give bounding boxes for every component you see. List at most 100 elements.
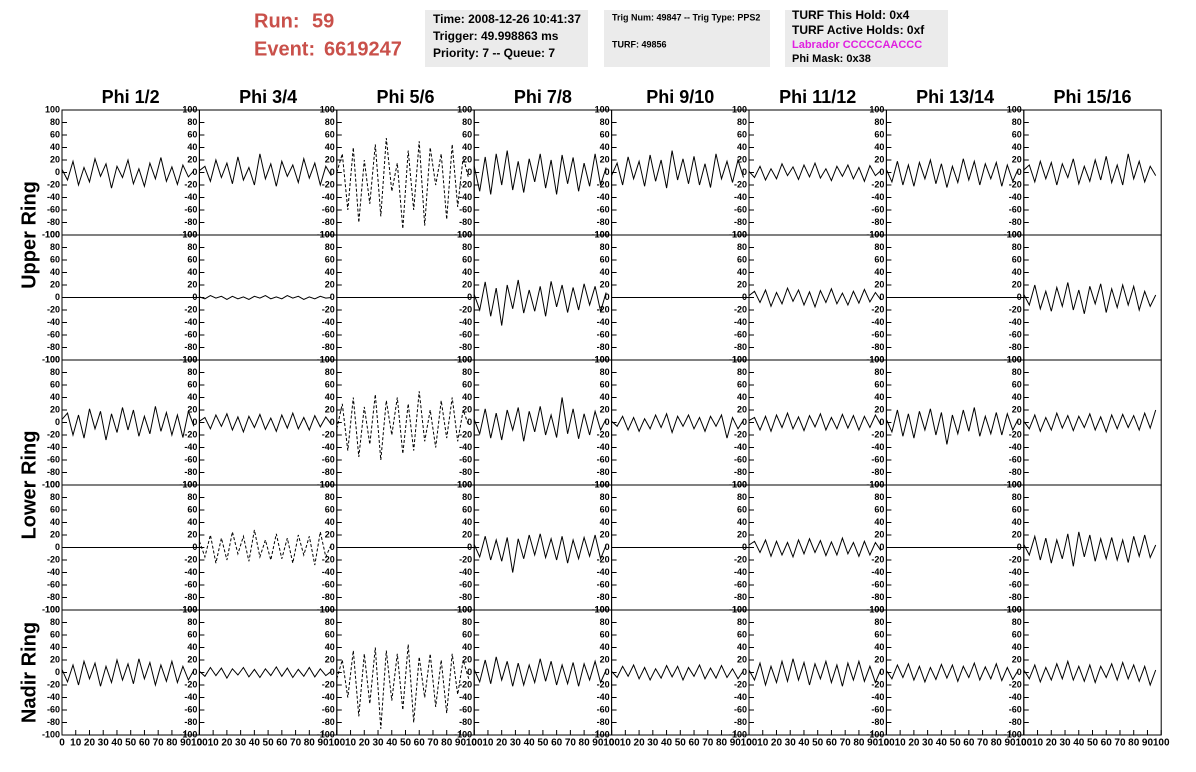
y-tick-label: -80 [871, 342, 884, 352]
y-tick-label: 0 [742, 167, 747, 177]
y-tick-label: -20 [734, 679, 747, 689]
y-tick-label: 0 [879, 667, 884, 677]
y-tick-label: 80 [737, 117, 747, 127]
y-tick-label: -60 [1009, 579, 1022, 589]
trigger: Trigger: 49.998863 ms [433, 29, 559, 43]
y-tick-label: 60 [600, 129, 610, 139]
y-tick-label: 80 [600, 617, 610, 627]
y-tick-label: 20 [600, 654, 610, 664]
y-tick-label: 20 [737, 279, 747, 289]
y-tick-label: 40 [600, 142, 610, 152]
y-tick-label: 60 [1012, 504, 1022, 514]
y-tick-label: 40 [874, 267, 884, 277]
y-tick-label: -40 [322, 692, 335, 702]
y-tick-label: 80 [325, 492, 335, 502]
info-box [425, 10, 588, 67]
waveform [199, 295, 332, 300]
x-tick-label: 70 [702, 738, 714, 749]
y-tick-label: -60 [871, 579, 884, 589]
y-tick-label: 0 [879, 417, 884, 427]
y-tick-label: 20 [462, 529, 472, 539]
y-tick-label: -100 [454, 604, 472, 614]
y-tick-label: 0 [742, 292, 747, 302]
y-tick-label: 40 [1012, 517, 1022, 527]
x-tick-label: 80 [441, 738, 453, 749]
y-tick-label: -80 [459, 342, 472, 352]
y-tick-label: -80 [597, 717, 610, 727]
x-tick-label: 60 [139, 738, 151, 749]
y-tick-label: -20 [459, 304, 472, 314]
y-tick-label: -100 [592, 354, 610, 364]
y-tick-label: 0 [879, 542, 884, 552]
y-tick-label: -20 [734, 554, 747, 564]
y-tick-label: -60 [1009, 329, 1022, 339]
y-tick-label: -40 [459, 567, 472, 577]
y-tick-label: 80 [187, 117, 197, 127]
column-title: Phi 5/6 [376, 87, 434, 107]
y-tick-label: 20 [325, 154, 335, 164]
y-tick-label: -60 [184, 454, 197, 464]
y-tick-label: 80 [462, 367, 472, 377]
y-tick-label: -40 [871, 442, 884, 452]
y-tick-label: -80 [871, 467, 884, 477]
y-tick-label: 60 [737, 129, 747, 139]
y-tick-label: -80 [459, 592, 472, 602]
y-tick-label: 0 [879, 167, 884, 177]
y-tick-label: -40 [871, 317, 884, 327]
waveform [1023, 409, 1157, 434]
waveform [611, 150, 744, 189]
y-tick-label: -40 [184, 692, 197, 702]
y-tick-label: -40 [459, 317, 472, 327]
y-tick-label: 40 [462, 142, 472, 152]
y-tick-label: 80 [874, 242, 884, 252]
y-tick-label: 60 [874, 129, 884, 139]
waveform [748, 536, 882, 559]
x-tick-label: 10 [208, 738, 220, 749]
y-tick-label: -60 [322, 329, 335, 339]
y-tick-label: -100 [179, 729, 197, 739]
y-tick-label: 20 [462, 654, 472, 664]
x-tick-label: 40 [936, 738, 948, 749]
column-title: Phi 3/4 [239, 87, 297, 107]
x-tick-label: 90 [867, 738, 879, 749]
y-tick-label: -20 [734, 429, 747, 439]
y-tick-label: 80 [600, 492, 610, 502]
y-tick-label: 20 [325, 404, 335, 414]
x-tick-label: 40 [798, 738, 810, 749]
x-tick-label: 60 [963, 738, 975, 749]
y-tick-label: 60 [874, 504, 884, 514]
x-tick-label: 30 [1059, 738, 1071, 749]
y-tick-label: 40 [187, 517, 197, 527]
y-tick-label: 100 [1007, 229, 1022, 239]
y-tick-label: 80 [737, 617, 747, 627]
y-tick-label: 0 [467, 292, 472, 302]
x-tick-label: 60 [826, 738, 838, 749]
y-tick-label: -20 [459, 429, 472, 439]
y-tick-label: 20 [1012, 529, 1022, 539]
y-tick-label: -100 [42, 479, 60, 489]
y-tick-label: -40 [871, 192, 884, 202]
x-tick-label: 50 [812, 738, 824, 749]
waveform [473, 656, 607, 687]
y-tick-label: 0 [467, 542, 472, 552]
y-tick-label: -40 [47, 317, 60, 327]
y-tick-label: 20 [874, 654, 884, 664]
x-tick-label: 10 [70, 738, 82, 749]
x-tick-label: 10 [757, 738, 769, 749]
y-tick-label: 0 [330, 417, 335, 427]
y-tick-label: 80 [462, 492, 472, 502]
y-tick-label: -80 [871, 717, 884, 727]
y-tick-label: -80 [597, 217, 610, 227]
y-tick-label: -40 [1009, 692, 1022, 702]
y-tick-label: 60 [1012, 629, 1022, 639]
y-tick-label: 60 [50, 379, 60, 389]
y-tick-label: -60 [734, 704, 747, 714]
y-tick-label: 80 [874, 617, 884, 627]
y-tick-label: 80 [874, 117, 884, 127]
y-tick-label: -40 [734, 567, 747, 577]
y-tick-label: 20 [874, 279, 884, 289]
y-tick-label: -20 [871, 554, 884, 564]
y-tick-label: 20 [737, 654, 747, 664]
labrador: Labrador CCCCCAACCC [792, 39, 922, 51]
y-tick-label: 20 [50, 279, 60, 289]
